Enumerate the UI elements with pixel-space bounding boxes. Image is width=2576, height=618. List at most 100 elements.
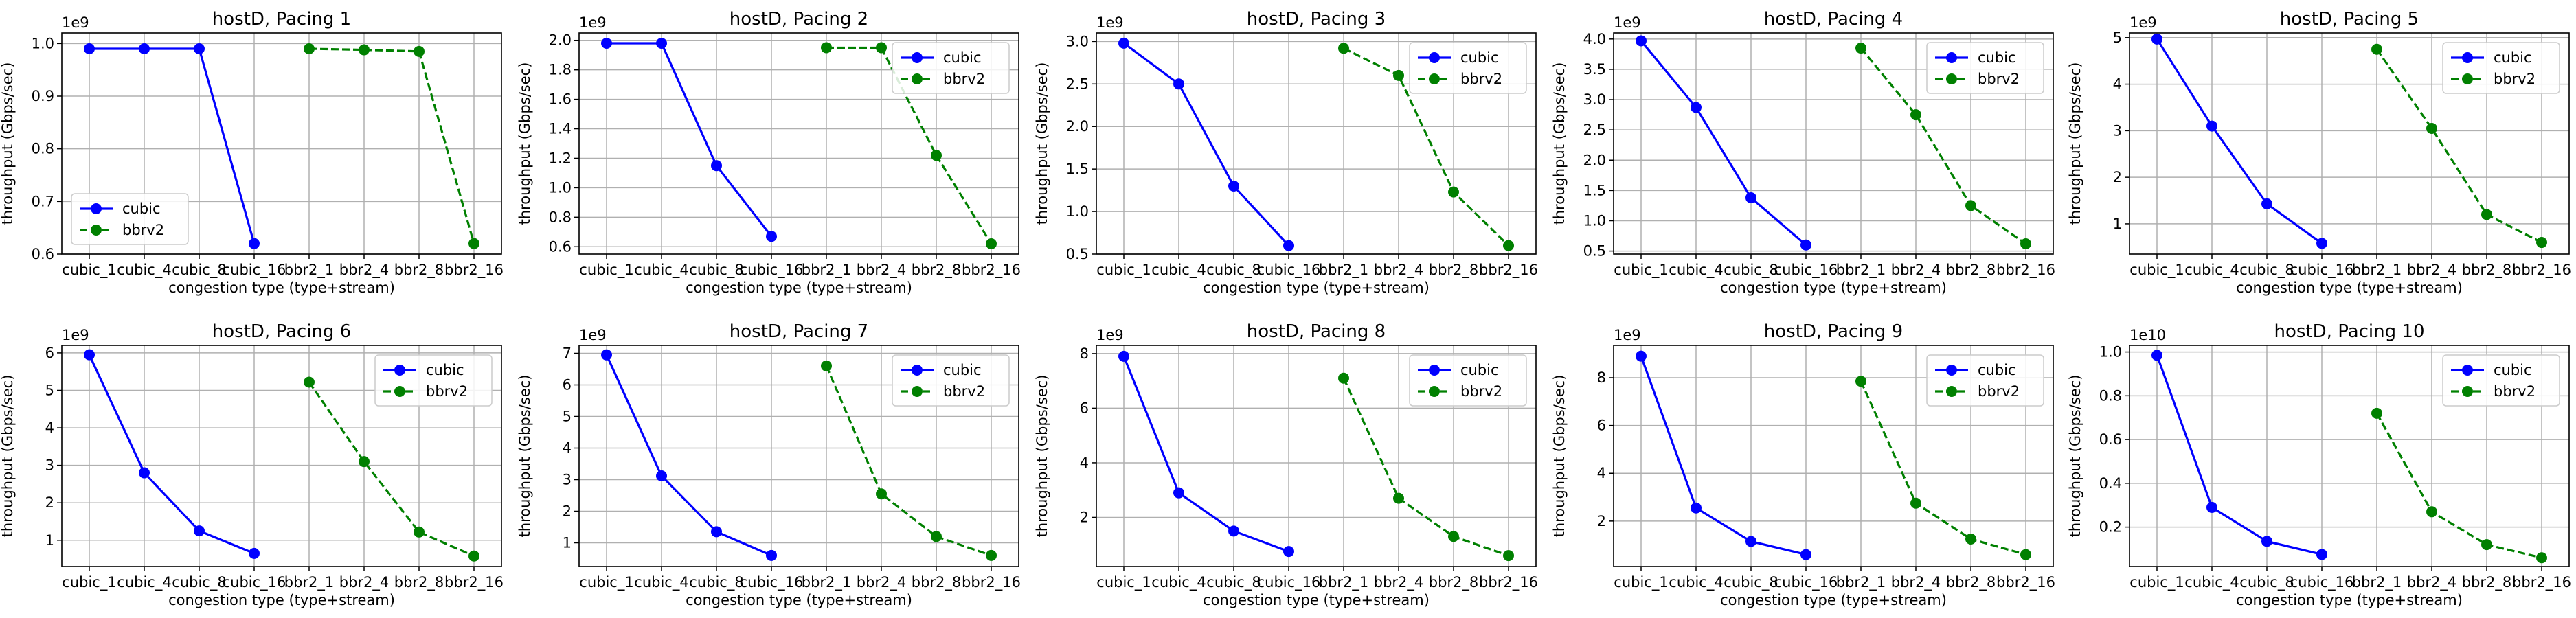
data-point-bbrv2 bbox=[414, 526, 425, 538]
x-tick-label: bbr2_16 bbox=[444, 574, 504, 591]
data-point-cubic bbox=[194, 525, 205, 537]
y-tick-label: 0.6 bbox=[32, 246, 54, 262]
data-point-cubic bbox=[2151, 350, 2162, 361]
x-axis-label: congestion type (type+stream) bbox=[168, 592, 395, 608]
x-tick-label: bbr2_16 bbox=[444, 262, 504, 279]
data-point-bbrv2 bbox=[1855, 43, 1866, 54]
x-tick-label: bbr2_1 bbox=[802, 574, 852, 591]
x-tick-label: cubic_1 bbox=[1614, 574, 1668, 591]
data-point-cubic bbox=[711, 526, 722, 538]
x-tick-label: cubic_4 bbox=[2184, 574, 2239, 591]
data-point-bbrv2 bbox=[1448, 531, 1459, 542]
legend-label: bbrv2 bbox=[1978, 383, 2020, 400]
y-tick-label: 0.8 bbox=[32, 141, 54, 157]
data-point-cubic bbox=[1118, 37, 1129, 49]
x-tick-label: cubic_8 bbox=[689, 262, 743, 279]
data-point-bbrv2 bbox=[1855, 376, 1866, 387]
x-tick-label: cubic_16 bbox=[2290, 574, 2354, 591]
legend: cubic bbrv2 bbox=[892, 42, 1010, 94]
y-tick-label: 8 bbox=[1597, 369, 1606, 386]
data-point-bbrv2 bbox=[2426, 506, 2437, 518]
series-line-bbrv2 bbox=[308, 47, 475, 244]
y-offset-label: 1e9 bbox=[62, 327, 89, 343]
y-tick-label: 3 bbox=[563, 472, 572, 488]
series-line-cubic bbox=[605, 354, 772, 557]
data-point-bbrv2 bbox=[2020, 238, 2031, 250]
legend-marker-bbrv2 bbox=[91, 225, 102, 236]
data-point-bbrv2 bbox=[2020, 549, 2031, 560]
y-tick-label: 1.8 bbox=[549, 62, 572, 78]
x-tick-label: cubic_16 bbox=[2290, 262, 2354, 279]
x-tick-label: bbr2_8 bbox=[394, 574, 444, 591]
data-point-bbrv2 bbox=[1393, 492, 1404, 504]
x-tick-label: bbr2_4 bbox=[857, 574, 907, 591]
x-tick-label: bbr2_4 bbox=[339, 262, 389, 279]
legend-marker-cubic bbox=[1946, 52, 1957, 63]
y-offset-label: 1e9 bbox=[579, 327, 607, 343]
data-point-cubic bbox=[1636, 35, 1647, 47]
x-tick-label: cubic_1 bbox=[2129, 262, 2184, 279]
x-tick-label: bbr2_4 bbox=[1374, 574, 1424, 591]
legend-marker-bbrv2 bbox=[1946, 386, 1957, 397]
y-tick-label: 8 bbox=[1080, 345, 1089, 362]
data-point-bbrv2 bbox=[304, 43, 315, 54]
y-tick-label: 6 bbox=[45, 345, 54, 361]
x-tick-label: cubic_8 bbox=[1724, 574, 1778, 591]
data-point-bbrv2 bbox=[359, 44, 370, 56]
legend-marker-bbrv2 bbox=[1946, 73, 1957, 84]
axes-frame bbox=[1613, 32, 2054, 255]
x-tick-label: bbr2_8 bbox=[1946, 574, 1996, 591]
y-tick-label: 3 bbox=[45, 457, 54, 474]
y-offset-label: 1e9 bbox=[579, 14, 607, 31]
legend-label: cubic bbox=[426, 362, 464, 378]
legend-marker-bbrv2 bbox=[912, 73, 923, 84]
y-axis-label: throughput (Gbps/sec) bbox=[517, 375, 533, 538]
y-tick-label: 2.0 bbox=[1066, 118, 1089, 135]
data-point-cubic bbox=[601, 38, 612, 49]
axes-frame bbox=[1096, 32, 1537, 255]
y-tick-label: 0.5 bbox=[1066, 246, 1089, 262]
data-point-bbrv2 bbox=[986, 238, 997, 249]
data-point-bbrv2 bbox=[468, 550, 479, 562]
x-tick-label: cubic_4 bbox=[117, 574, 171, 591]
series-line-bbrv2 bbox=[2375, 48, 2542, 244]
y-tick-label: 2.5 bbox=[1583, 122, 1606, 138]
series-line-bbrv2 bbox=[2375, 413, 2542, 559]
axes-frame bbox=[2129, 32, 2570, 255]
legend: cubic bbrv2 bbox=[1926, 42, 2044, 94]
series-line-cubic bbox=[1122, 356, 1289, 553]
data-point-cubic bbox=[1800, 549, 1811, 560]
x-tick-label: bbr2_8 bbox=[2462, 262, 2512, 279]
legend-label: bbrv2 bbox=[943, 71, 985, 87]
x-axis-label: congestion type (type+stream) bbox=[1203, 592, 1430, 608]
x-tick-label: bbr2_1 bbox=[2352, 262, 2402, 279]
data-point-cubic bbox=[2206, 120, 2217, 132]
x-tick-label: cubic_8 bbox=[2239, 574, 2294, 591]
legend-marker-bbrv2 bbox=[394, 386, 405, 397]
y-tick-label: 0.2 bbox=[2099, 519, 2122, 536]
x-tick-label: bbr2_8 bbox=[912, 262, 962, 279]
y-axis-label: throughput (Gbps/sec) bbox=[1034, 375, 1050, 538]
legend: cubic bbrv2 bbox=[374, 354, 493, 407]
x-tick-label: cubic_1 bbox=[2129, 574, 2184, 591]
series-line-bbrv2 bbox=[1860, 47, 2026, 245]
subplot-title: hostD, Pacing 6 bbox=[212, 321, 351, 342]
legend-label: cubic bbox=[943, 362, 982, 378]
y-tick-label: 4 bbox=[1597, 465, 1606, 481]
x-tick-label: bbr2_16 bbox=[962, 574, 1021, 591]
y-tick-label: 1.6 bbox=[549, 91, 572, 108]
x-tick-label: bbr2_4 bbox=[1374, 262, 1424, 279]
x-tick-label: cubic_4 bbox=[1151, 574, 1206, 591]
data-point-bbrv2 bbox=[468, 238, 479, 249]
y-tick-label: 0.6 bbox=[549, 238, 572, 255]
legend: cubic bbrv2 bbox=[1409, 354, 1527, 407]
subplot-title: hostD, Pacing 9 bbox=[1764, 321, 1903, 342]
subplot-title: hostD, Pacing 3 bbox=[1247, 9, 1386, 30]
x-tick-label: cubic_1 bbox=[579, 262, 633, 279]
x-axis-label: congestion type (type+stream) bbox=[168, 279, 395, 296]
legend-label: bbrv2 bbox=[2494, 383, 2535, 400]
series-line-cubic bbox=[2156, 38, 2323, 244]
data-point-cubic bbox=[656, 470, 667, 481]
x-tick-label: bbr2_4 bbox=[2407, 574, 2457, 591]
subplot-title: hostD, Pacing 2 bbox=[730, 9, 868, 30]
